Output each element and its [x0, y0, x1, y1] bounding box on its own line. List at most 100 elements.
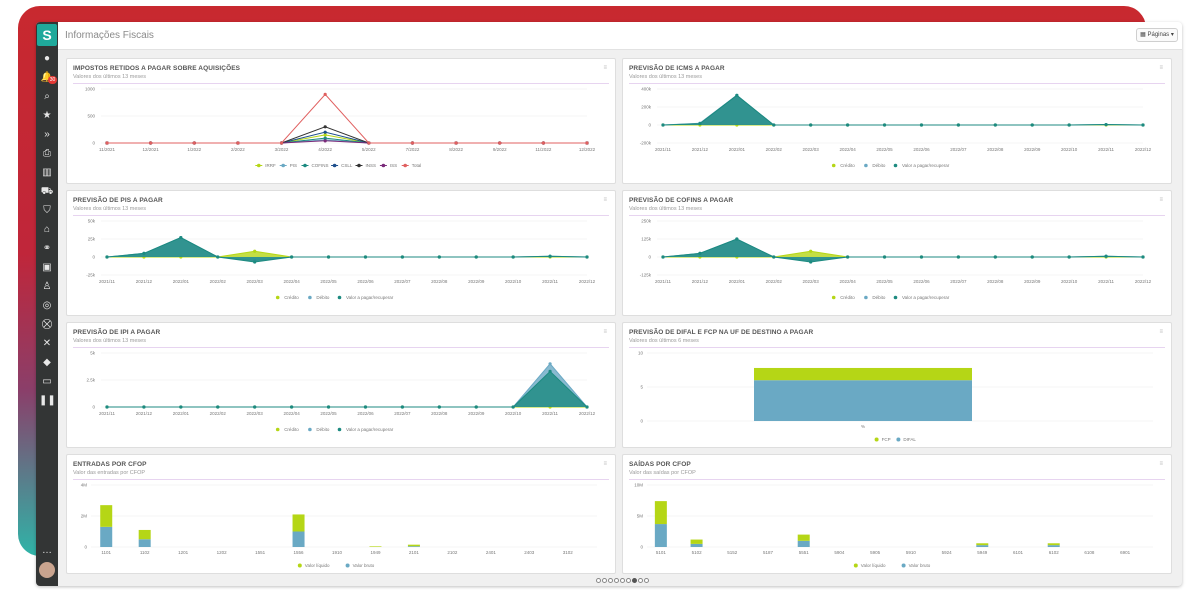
printer-icon[interactable]: ⎙ — [43, 148, 51, 159]
data-point — [548, 362, 552, 366]
x-tick-label: 2022/07 — [950, 147, 967, 152]
card-title: PREVISÃO DE PIS A PAGAR — [73, 197, 163, 204]
series-line — [107, 370, 588, 408]
briefcase-icon[interactable]: ▣ — [42, 262, 52, 273]
data-point — [437, 255, 441, 259]
page-dot[interactable] — [638, 578, 643, 583]
data-point — [105, 141, 109, 145]
x-tick-label: 7/2022 — [406, 147, 420, 152]
cart-icon[interactable]: ⛒ — [41, 319, 53, 330]
x-tick-label: 2022/06 — [913, 279, 930, 284]
card-subtitle: Valor das entradas por CFOP — [73, 470, 146, 476]
page-dot[interactable] — [602, 578, 607, 583]
page-dot[interactable] — [620, 578, 625, 583]
avatar-icon[interactable]: ● — [43, 53, 51, 64]
truck-icon[interactable]: ⛟ — [40, 186, 54, 197]
x-tick-label: 11/2021 — [99, 147, 115, 152]
data-point — [179, 405, 183, 409]
legend-label: Valor líquido — [305, 563, 330, 568]
x-tick-label: 2022/08 — [431, 279, 448, 284]
card-menu-icon[interactable]: ≡ — [1159, 329, 1163, 335]
user-icon[interactable]: ♙ — [42, 281, 52, 292]
bank-icon[interactable]: ⌂ — [43, 224, 51, 235]
data-point — [846, 255, 850, 259]
more-icon[interactable]: … — [42, 545, 52, 556]
legend-label: Valor a pagar/recuperar — [346, 427, 394, 432]
card-menu-icon[interactable]: ≡ — [603, 461, 607, 467]
legend-marker — [332, 163, 337, 168]
y-tick-label: 5k — [90, 351, 96, 356]
target-icon[interactable]: ◎ — [42, 300, 52, 311]
bar — [407, 544, 420, 547]
x-tick-label: 2022/10 — [1061, 147, 1078, 152]
y-tick-label: 2.5k — [86, 378, 95, 383]
legend-label: Débito — [872, 295, 886, 300]
data-point — [192, 141, 196, 145]
x-tick-label: 2022/06 — [357, 411, 374, 416]
monitor-icon[interactable]: ▭ — [42, 376, 52, 387]
pages-button[interactable]: ▦ Páginas ▾ — [1136, 28, 1178, 42]
pause-icon[interactable]: ❚❚ — [39, 395, 56, 406]
page-dot[interactable] — [632, 578, 637, 583]
page-dot[interactable] — [626, 578, 631, 583]
card-menu-icon[interactable]: ≡ — [1159, 461, 1163, 467]
x-tick-label: 1949 — [370, 550, 381, 555]
shield-icon[interactable]: ⛉ — [43, 205, 51, 216]
x-tick-label: 2022/05 — [320, 279, 337, 284]
page-dot[interactable] — [614, 578, 619, 583]
legend-marker — [345, 563, 350, 568]
series-line — [662, 238, 1144, 263]
search-icon[interactable]: ⌕ — [44, 91, 50, 102]
bar — [754, 367, 972, 381]
y-tick-label: 0 — [640, 419, 643, 424]
card-title: ENTRADAS POR CFOP — [73, 461, 147, 468]
bar — [690, 539, 703, 544]
user-avatar-icon[interactable] — [39, 562, 55, 578]
page-dot[interactable] — [596, 578, 601, 583]
app-logo[interactable]: S — [37, 24, 57, 46]
legend-marker — [864, 163, 868, 168]
card-menu-icon[interactable]: ≡ — [1159, 197, 1163, 203]
bell-icon[interactable]: 🔔 — [40, 72, 54, 83]
page-dot[interactable] — [608, 578, 613, 583]
data-point — [400, 255, 404, 259]
x-tick-label: 2102 — [447, 550, 458, 555]
card-menu-icon[interactable]: ≡ — [603, 65, 607, 71]
card-subtitle: Valores dos últimos 13 meses — [73, 74, 146, 80]
x-tick-label: 2021/11 — [99, 411, 115, 416]
data-point — [474, 255, 478, 259]
x-tick-label: 3/2022 — [275, 147, 289, 152]
x-tick-label: 2022/01 — [173, 411, 190, 416]
x-tick-label: 5101 — [656, 550, 667, 555]
page-dot[interactable] — [644, 578, 649, 583]
y-tick-label: -200k — [640, 141, 652, 146]
data-point — [809, 249, 813, 253]
x-tick-label: 2022/04 — [283, 411, 300, 416]
x-tick-label: 2022/12 — [579, 279, 596, 284]
legend-label: CSLL — [341, 163, 353, 168]
data-point — [149, 141, 153, 145]
card-menu-icon[interactable]: ≡ — [1159, 65, 1163, 71]
series-line — [662, 94, 1144, 126]
y-tick-label: 0 — [84, 545, 87, 550]
chevrons-icon[interactable]: » — [44, 129, 50, 140]
diamond-icon[interactable]: ◆ — [43, 357, 51, 368]
handshake-icon[interactable]: ⚭ — [42, 243, 52, 254]
x-icon[interactable]: ✕ — [42, 338, 52, 349]
card-menu-icon[interactable]: ≡ — [603, 197, 607, 203]
card-menu-icon[interactable]: ≡ — [603, 329, 607, 335]
y-tick-label: 10 — [638, 351, 644, 356]
star-icon[interactable]: ★ — [42, 110, 52, 121]
data-point — [956, 255, 960, 259]
card-subtitle: Valores dos últimos 13 meses — [73, 206, 146, 212]
page-title: Informações Fiscais — [65, 30, 154, 41]
legend-label: IRRF — [265, 163, 276, 168]
chart-icon[interactable]: ▥ — [42, 167, 52, 178]
x-tick-label: 2022/09 — [468, 279, 485, 284]
legend-marker — [874, 437, 879, 442]
x-tick-label: 2022/10 — [505, 411, 522, 416]
data-point — [809, 260, 813, 264]
data-point — [698, 122, 702, 126]
data-point — [511, 405, 515, 409]
